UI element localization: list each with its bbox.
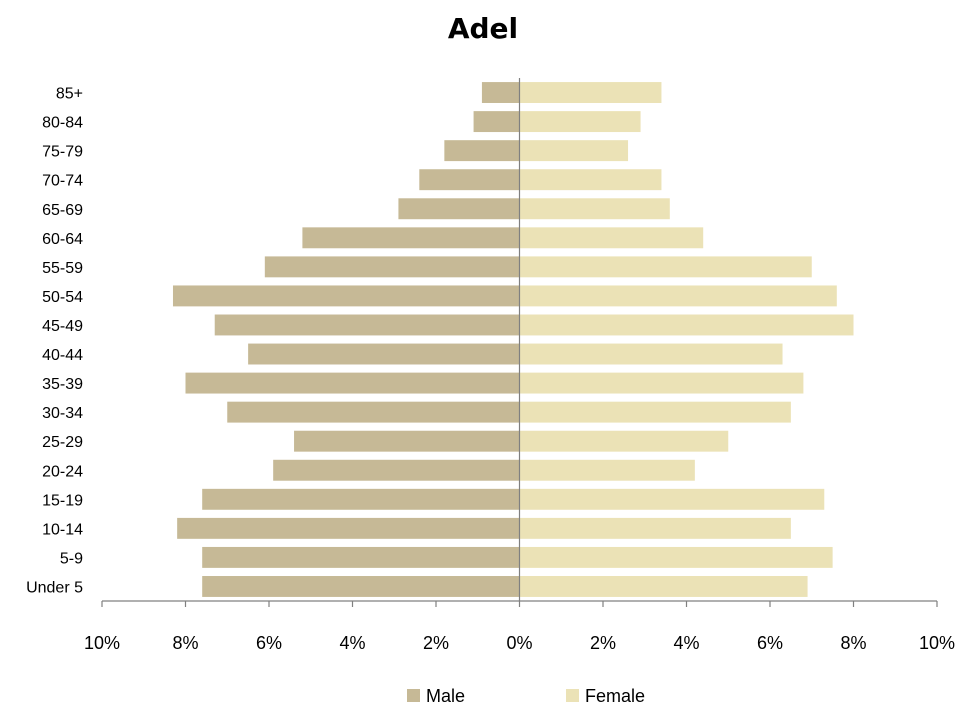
legend-male-label: Male (426, 686, 465, 706)
bar-female-30-34 (519, 401, 791, 423)
x-tick-label: 6% (757, 633, 783, 653)
bar-male-5-9 (202, 546, 520, 568)
bar-male-35-39 (185, 372, 520, 394)
category-label-15-19: 15-19 (42, 492, 83, 509)
bar-female-80-84 (519, 111, 641, 133)
bar-male-50-54 (172, 285, 520, 307)
category-label-65-69: 65-69 (42, 202, 83, 219)
bar-female-60-64 (519, 227, 704, 249)
x-tick-label: 4% (673, 633, 699, 653)
bar-male-70-74 (419, 169, 520, 191)
bar-male-20-24 (273, 459, 520, 481)
x-tick-label: 6% (256, 633, 282, 653)
bar-female-85 (519, 82, 662, 103)
x-tick-label: 2% (423, 633, 449, 653)
category-label-35-39: 35-39 (42, 376, 83, 393)
bar-male-75-79 (444, 140, 520, 162)
category-labels: Under 5 5-9 10-14 15-19 20-24 25-29 30-34 35-39… (26, 86, 83, 597)
category-label-30-34: 30-34 (42, 405, 83, 422)
x-tick-label: 10% (84, 633, 120, 653)
legend: Male Female (407, 686, 645, 706)
x-tick-label: 0% (506, 633, 532, 653)
bar-male-65-69 (398, 198, 520, 220)
bar-female-55-59 (519, 256, 812, 278)
bar-female-25-29 (519, 430, 729, 452)
bar-male-80-84 (473, 111, 520, 133)
bar-male-45-49 (214, 314, 520, 336)
category-label-85: 85+ (56, 86, 83, 103)
category-label-under-5: Under 5 (26, 579, 83, 596)
legend-female-label: Female (585, 686, 645, 706)
category-label-40-44: 40-44 (42, 347, 83, 364)
x-tick-label: 8% (840, 633, 866, 653)
category-label-20-24: 20-24 (42, 463, 83, 480)
bar-male-10-14 (177, 517, 520, 539)
bar-male-25-29 (294, 430, 520, 452)
bars-layer (172, 82, 854, 597)
legend-male-swatch (407, 689, 420, 702)
bar-male-30-34 (227, 401, 520, 423)
category-label-5-9: 5-9 (60, 550, 83, 567)
category-label-55-59: 55-59 (42, 260, 83, 277)
category-label-45-49: 45-49 (42, 318, 83, 335)
x-tick-label: 10% (919, 633, 955, 653)
bar-female-40-44 (519, 343, 783, 365)
category-label-75-79: 75-79 (42, 144, 83, 161)
bar-female-5-9 (519, 546, 833, 568)
bar-male-85 (481, 82, 520, 103)
bar-female-35-39 (519, 372, 804, 394)
category-label-80-84: 80-84 (42, 115, 83, 132)
x-tick-label: 8% (172, 633, 198, 653)
category-label-25-29: 25-29 (42, 434, 83, 451)
bar-female-10-14 (519, 517, 791, 539)
x-tick-label: 2% (590, 633, 616, 653)
bar-male-55-59 (264, 256, 520, 278)
bar-female-75-79 (519, 140, 629, 162)
x-axis: 10% 8% 6% 4% 2% 0% 2% 4% 6% 8% 10% (84, 78, 955, 653)
x-tick-label: 4% (339, 633, 365, 653)
bar-female-50-54 (519, 285, 837, 307)
bar-male-60-64 (302, 227, 520, 249)
bar-male-15-19 (202, 488, 520, 510)
bar-female-20-24 (519, 459, 695, 481)
chart-title: Adel (448, 12, 518, 45)
bar-female-45-49 (519, 314, 854, 336)
bar-female-15-19 (519, 488, 825, 510)
bar-male-under-5 (202, 576, 520, 597)
category-label-50-54: 50-54 (42, 289, 83, 306)
category-label-60-64: 60-64 (42, 231, 83, 248)
category-label-70-74: 70-74 (42, 173, 83, 190)
bar-male-40-44 (248, 343, 520, 365)
bar-female-65-69 (519, 198, 670, 220)
bar-female-under-5 (519, 576, 808, 597)
category-label-10-14: 10-14 (42, 521, 83, 538)
legend-female-swatch (566, 689, 579, 702)
bar-female-70-74 (519, 169, 662, 191)
